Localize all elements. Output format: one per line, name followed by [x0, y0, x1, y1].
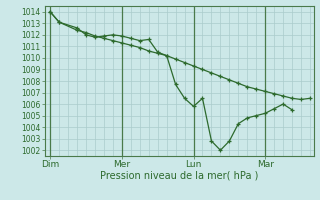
X-axis label: Pression niveau de la mer( hPa ): Pression niveau de la mer( hPa )	[100, 171, 258, 181]
